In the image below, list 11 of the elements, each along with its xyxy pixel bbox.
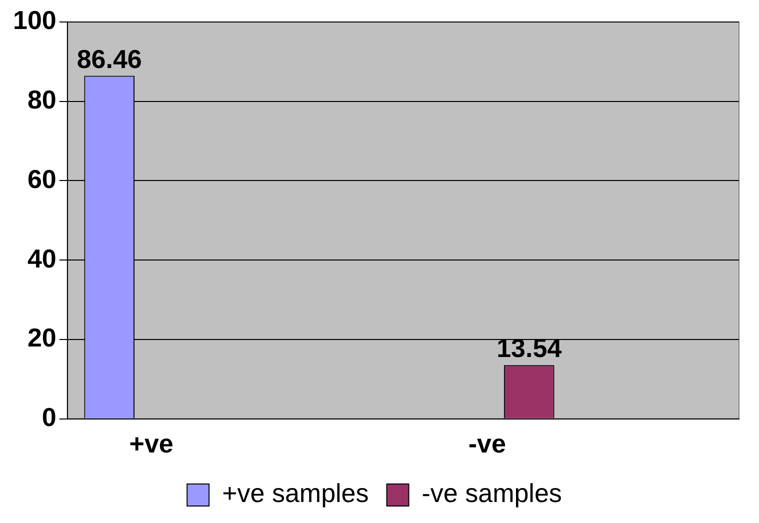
legend-label: -ve samples [422,478,562,508]
x-tick-label: +ve [129,428,174,459]
y-tick-label: 0 [42,402,56,432]
y-tick-label: 20 [27,322,56,353]
x-tick-label: -ve [468,428,506,459]
y-tick-label: 80 [27,84,56,115]
y-tick-label: 100 [12,5,56,36]
legend-label: +ve samples [222,478,369,508]
data-label: 86.46 [76,44,142,74]
y-tick-label: 60 [27,164,56,194]
y-tick-label: 40 [27,243,56,274]
